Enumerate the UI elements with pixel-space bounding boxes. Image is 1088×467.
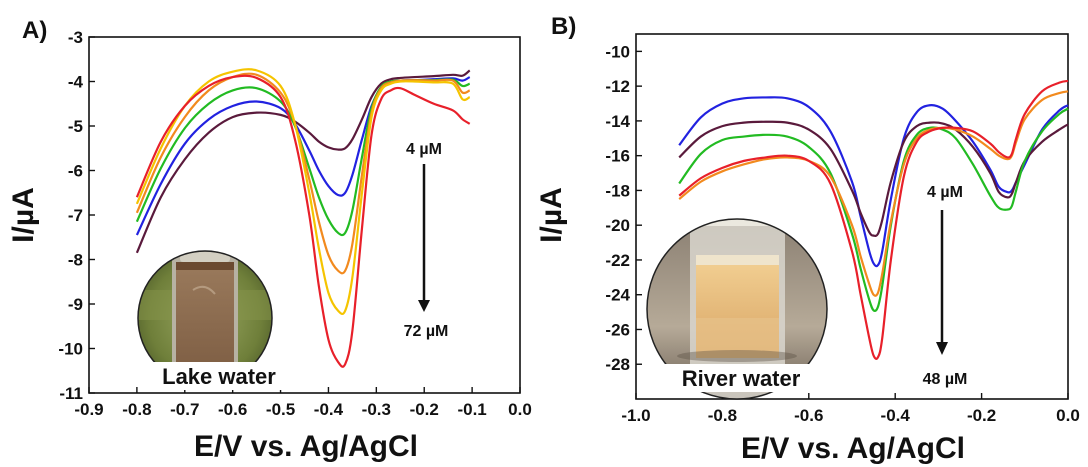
x-tick-label: -0.5 — [266, 400, 295, 419]
y-tick-label: -16 — [605, 147, 630, 166]
panel-a: A) -0.9 -0.8 -0.7 -0.6 -0.5 -0.4 -0.3 -0.2 -0.1 0… — [7, 17, 532, 463]
y-tick-label: -14 — [605, 112, 630, 131]
lake-water-photo — [137, 250, 273, 386]
series-line-5 — [678, 79, 1069, 360]
x-tick-label: -0.4 — [881, 406, 911, 425]
x-tick-label: -0.6 — [218, 400, 247, 419]
y-tick-label: -28 — [605, 355, 630, 374]
end-concentration-label: 48 µM — [923, 371, 968, 388]
trend-arrow-head — [936, 342, 948, 355]
y-tick-label: -5 — [68, 117, 83, 136]
series-line-2 — [678, 120, 1069, 237]
y-tick-label: -20 — [605, 216, 630, 235]
x-tick-label: -0.1 — [457, 400, 486, 419]
photo-label: Lake water — [162, 364, 276, 389]
y-tick-label: -18 — [605, 181, 630, 200]
x-tick-label: 0.0 — [508, 400, 532, 419]
start-concentration-label: 4 µM — [927, 184, 963, 201]
x-tick-label: -0.2 — [967, 406, 996, 425]
end-concentration-label: 72 µM — [404, 323, 449, 340]
y-tick-label: -22 — [605, 251, 630, 270]
y-tick-label: -12 — [605, 77, 630, 96]
x-tick-label: -0.8 — [708, 406, 737, 425]
series-lines — [135, 68, 471, 368]
start-concentration-label: 4 µM — [406, 141, 442, 158]
x-tick-label: -0.6 — [794, 406, 823, 425]
trend-arrow-head — [418, 300, 430, 312]
x-tick-label: -0.7 — [170, 400, 199, 419]
photo-label-bg — [662, 364, 820, 392]
series-line-1 — [678, 96, 1069, 268]
y-tick-label: -24 — [605, 286, 630, 305]
series-lines — [678, 79, 1069, 360]
x-axis-label: E/V vs. Ag/AgCl — [741, 432, 965, 465]
river-water-photo — [646, 218, 828, 400]
x-tick-label: -1.0 — [621, 406, 650, 425]
y-axis-label: I/µA — [7, 187, 40, 243]
plot-frame — [635, 33, 1069, 400]
y-tick-label: -10 — [58, 340, 83, 359]
photo-label: River water — [682, 366, 801, 391]
y-tick-label: -8 — [68, 251, 83, 270]
x-axis-label: E/V vs. Ag/AgCl — [194, 430, 418, 463]
x-tick-label: -0.2 — [410, 400, 439, 419]
series-line-6 — [135, 74, 471, 368]
y-tick-label: -9 — [68, 295, 83, 314]
x-tick-label: -0.9 — [74, 400, 103, 419]
x-tick-label: -0.8 — [122, 400, 151, 419]
y-tick-label: -7 — [68, 206, 83, 225]
panel-b: B) -1.0 -0.8 -0.6 -0.4 -0.2 0.0-10-12-14-16-1… — [535, 13, 1080, 465]
photo-label-bg — [145, 362, 293, 390]
y-tick-label: -3 — [68, 28, 83, 47]
panel-label: B) — [551, 13, 576, 40]
y-axis-label: I/µA — [535, 187, 568, 243]
axis-ticks: -0.9 -0.8 -0.7 -0.6 -0.5 -0.4 -0.3 -0.2 -0.1 0.0 -… — [58, 28, 531, 419]
x-tick-label: -0.4 — [314, 400, 344, 419]
y-tick-label: -11 — [59, 384, 83, 403]
axis-ticks: -1.0 -0.8 -0.6 -0.4 -0.2 0.0 -10 -12 -14 -16 -18 -2… — [605, 42, 1079, 425]
y-tick-label: -10 — [605, 42, 630, 61]
y-tick-label: -6 — [68, 162, 83, 181]
y-tick-label: -26 — [605, 320, 630, 339]
x-tick-label: -0.3 — [362, 400, 391, 419]
panel-label: A) — [22, 17, 47, 44]
series-line-5 — [135, 68, 471, 316]
series-line-1 — [135, 69, 471, 254]
y-tick-label: -4 — [68, 73, 84, 92]
x-tick-label: 0.0 — [1056, 406, 1080, 425]
